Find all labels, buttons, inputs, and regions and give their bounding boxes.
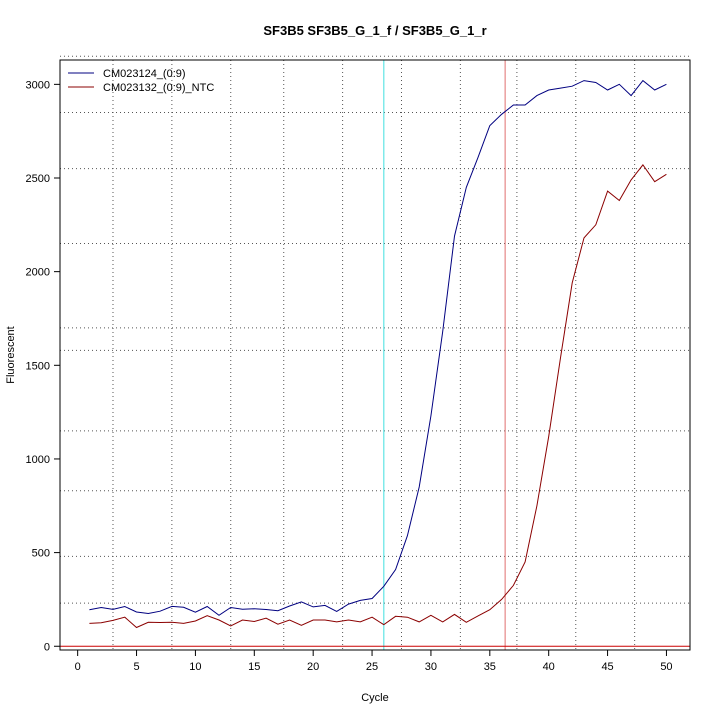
x-tick-label: 15 xyxy=(248,661,260,673)
plot-frame xyxy=(59,59,691,651)
grid-lines xyxy=(60,55,690,650)
x-tick-label: 0 xyxy=(75,661,81,673)
y-tick-label: 0 xyxy=(44,641,50,653)
legend-label: CM023124_(0:9) xyxy=(103,68,186,80)
x-tick-label: 45 xyxy=(601,661,613,673)
x-tick-label: 5 xyxy=(133,661,139,673)
x-tick-label: 50 xyxy=(660,661,672,673)
y-tick-label: 3000 xyxy=(26,79,50,91)
y-tick-label: 2000 xyxy=(26,267,50,279)
x-axis-label: Cycle xyxy=(361,692,389,704)
x-axis: 0 5 10 15 20 25 30 35 40 45 50 xyxy=(75,649,673,673)
legend-label: CM023132_(0:9)_NTC xyxy=(103,82,214,94)
y-tick-label: 1500 xyxy=(26,360,50,372)
chart-title: SF3B5 SF3B5_G_1_f / SF3B5_G_1_r xyxy=(263,23,486,38)
y-tick-label: 2500 xyxy=(26,173,50,185)
series-line-2 xyxy=(89,164,667,629)
y-axis: 0 500 1000 1500 2000 2500 3000 xyxy=(26,79,61,653)
series-line-1 xyxy=(89,79,667,616)
y-tick-label: 500 xyxy=(32,548,50,560)
legend: CM023124_(0:9) CM023132_(0:9)_NTC xyxy=(68,68,214,94)
y-axis-label: Fluorescent xyxy=(5,326,17,383)
series-lines xyxy=(89,79,667,629)
y-tick-label: 1000 xyxy=(26,454,50,466)
x-tick-label: 35 xyxy=(484,661,496,673)
x-tick-label: 40 xyxy=(543,661,555,673)
reference-lines xyxy=(60,60,690,650)
x-tick-label: 10 xyxy=(189,661,201,673)
x-tick-label: 30 xyxy=(425,661,437,673)
x-tick-label: 20 xyxy=(307,661,319,673)
x-tick-label: 25 xyxy=(366,661,378,673)
